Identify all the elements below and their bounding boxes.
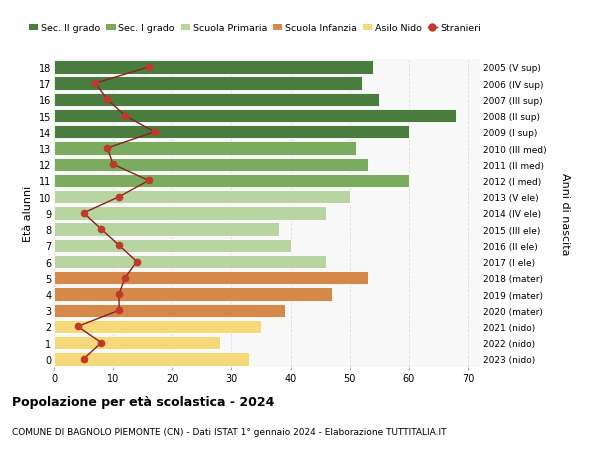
Bar: [54, 94, 379, 107]
Bar: [54, 207, 326, 220]
Bar: [54, 353, 249, 366]
Bar: [54, 158, 368, 172]
Bar: [54, 239, 290, 252]
Bar: [54, 272, 368, 285]
Bar: [54, 336, 220, 350]
Bar: [54, 223, 279, 236]
Bar: [54, 288, 332, 301]
Bar: [54, 320, 261, 333]
Bar: [54, 190, 350, 204]
Bar: [54, 110, 457, 123]
Text: Popolazione per età scolastica - 2024: Popolazione per età scolastica - 2024: [12, 395, 274, 408]
Bar: [54, 126, 409, 139]
Text: COMUNE DI BAGNOLO PIEMONTE (CN) - Dati ISTAT 1° gennaio 2024 - Elaborazione TUTT: COMUNE DI BAGNOLO PIEMONTE (CN) - Dati I…: [12, 427, 446, 436]
Bar: [54, 77, 362, 90]
Bar: [54, 142, 356, 155]
Bar: [54, 61, 373, 74]
Legend: Sec. II grado, Sec. I grado, Scuola Primaria, Scuola Infanzia, Asilo Nido, Stran: Sec. II grado, Sec. I grado, Scuola Prim…: [29, 24, 481, 34]
Bar: [54, 255, 326, 269]
Bar: [54, 304, 285, 317]
Y-axis label: Età alunni: Età alunni: [23, 185, 33, 241]
Y-axis label: Anni di nascita: Anni di nascita: [560, 172, 570, 255]
Bar: [54, 174, 409, 188]
